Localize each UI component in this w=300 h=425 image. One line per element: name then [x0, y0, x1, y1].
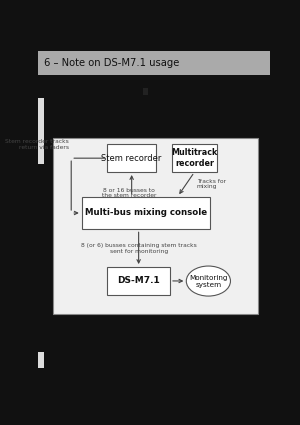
Bar: [172, 144, 217, 172]
Bar: [107, 267, 170, 295]
Text: DS-M7.1: DS-M7.1: [117, 276, 160, 286]
Text: Multitrack
recorder: Multitrack recorder: [171, 148, 218, 168]
Text: Monitoring
system: Monitoring system: [189, 275, 228, 288]
Bar: [38, 352, 44, 368]
Text: Multi-bus mixing console: Multi-bus mixing console: [85, 209, 207, 218]
Bar: [143, 88, 148, 95]
Text: 6 – Note on DS-M7.1 usage: 6 – Note on DS-M7.1 usage: [44, 58, 180, 68]
Text: 8 or 16 busses to
the stem recorder: 8 or 16 busses to the stem recorder: [102, 187, 157, 198]
Bar: [38, 99, 44, 164]
Bar: [82, 197, 210, 230]
Text: Stem recorder tracks
return via faders: Stem recorder tracks return via faders: [5, 139, 69, 150]
Text: Stem recorder: Stem recorder: [101, 154, 162, 163]
Ellipse shape: [186, 266, 230, 296]
Text: 8 (or 6) busses containing stem tracks
sent for monitoring: 8 (or 6) busses containing stem tracks s…: [81, 243, 196, 254]
Text: Tracks for
mixing: Tracks for mixing: [197, 178, 226, 190]
Bar: [52, 138, 258, 314]
Bar: [107, 144, 156, 172]
Bar: [38, 51, 270, 74]
